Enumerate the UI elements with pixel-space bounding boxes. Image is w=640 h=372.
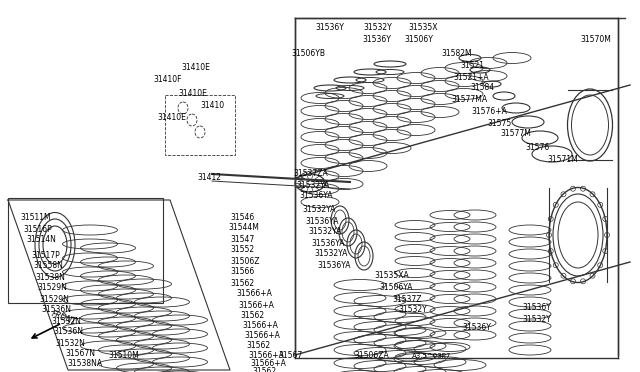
Text: 31506Y: 31506Y [404,35,433,45]
Text: 31558N: 31558N [33,262,63,270]
Text: 31506Z: 31506Z [230,257,259,266]
Text: 31410E: 31410E [157,113,186,122]
Text: 31506YB: 31506YB [291,49,325,58]
Text: 31536YA: 31536YA [299,192,333,201]
Text: 31566+A: 31566+A [242,321,278,330]
Text: 31506ZA: 31506ZA [354,352,388,360]
Text: 31521: 31521 [460,61,484,71]
Text: 31532Y: 31532Y [522,315,551,324]
Text: 31514N: 31514N [26,235,56,244]
Text: 31562: 31562 [246,341,270,350]
Text: 31532YA: 31532YA [308,228,341,237]
Text: 31532YA: 31532YA [314,250,348,259]
Text: 31532Y: 31532Y [398,305,427,314]
Text: 31535X: 31535X [408,23,438,32]
Text: 31566: 31566 [230,267,254,276]
Text: 31510M: 31510M [108,350,139,359]
Text: 31536YA: 31536YA [317,260,351,269]
Text: 31584: 31584 [470,83,494,93]
Text: 31536Y: 31536Y [315,23,344,32]
Text: 31517P: 31517P [31,250,60,260]
Text: 31537ZA: 31537ZA [293,170,328,179]
Text: 31536YA: 31536YA [311,238,344,247]
Text: 31532YA: 31532YA [296,180,330,189]
Text: 31567: 31567 [278,352,302,360]
Text: 31576: 31576 [525,142,549,151]
Text: 31546: 31546 [230,212,254,221]
Bar [165,95,235,155]
Text: 31582M: 31582M [441,49,472,58]
Text: 31577MA: 31577MA [451,96,487,105]
Text: 31410: 31410 [200,102,224,110]
Text: 31566+A: 31566+A [244,331,280,340]
Text: 31566+A: 31566+A [250,359,286,369]
Text: 31566+A: 31566+A [236,289,272,298]
Text: 31571M: 31571M [547,155,578,164]
Text: 31532N: 31532N [51,317,81,326]
Text: 31562: 31562 [240,311,264,321]
Text: 31521+A: 31521+A [453,73,488,81]
Text: 31532N: 31532N [55,339,85,347]
Text: 31410F: 31410F [153,76,182,84]
Text: 31532Y: 31532Y [363,23,392,32]
Text: 31562: 31562 [230,279,254,288]
Text: FRONT: FRONT [50,310,77,327]
Text: 31538NA: 31538NA [67,359,102,368]
Text: 31536N: 31536N [53,327,83,337]
Text: 31576+A: 31576+A [471,108,507,116]
Text: 31535XA: 31535XA [374,272,409,280]
Text: 31532YA: 31532YA [302,205,335,215]
Text: 31577M: 31577M [500,129,531,138]
Text: 31570M: 31570M [580,35,611,45]
Text: 31547: 31547 [230,234,254,244]
Text: 31575: 31575 [487,119,511,128]
Text: 31566+A: 31566+A [248,352,284,360]
Text: 31410E: 31410E [178,89,207,97]
Text: A3.5^03P7: A3.5^03P7 [412,353,451,359]
Text: 31567N: 31567N [65,350,95,359]
Text: 31536YA: 31536YA [305,217,339,225]
Text: 31536Y: 31536Y [362,35,391,45]
Text: 31511M: 31511M [20,214,51,222]
Bar [8,198,163,303]
Text: 31536Y: 31536Y [462,324,491,333]
Text: 31529N: 31529N [37,283,67,292]
Text: 31544M: 31544M [228,224,259,232]
Text: 31536Y: 31536Y [522,304,551,312]
Text: 31537Z: 31537Z [392,295,422,304]
Text: 31516P: 31516P [23,224,52,234]
Text: 31506YA: 31506YA [379,283,413,292]
Text: 31552: 31552 [230,246,254,254]
Text: 31529N: 31529N [39,295,69,304]
Text: 31536N: 31536N [41,305,71,314]
Text: 31412: 31412 [197,173,221,182]
Text: 31562: 31562 [252,368,276,372]
Text: 31538N: 31538N [35,273,65,282]
Text: 31410E: 31410E [181,62,210,71]
Text: 31566+A: 31566+A [238,301,274,310]
